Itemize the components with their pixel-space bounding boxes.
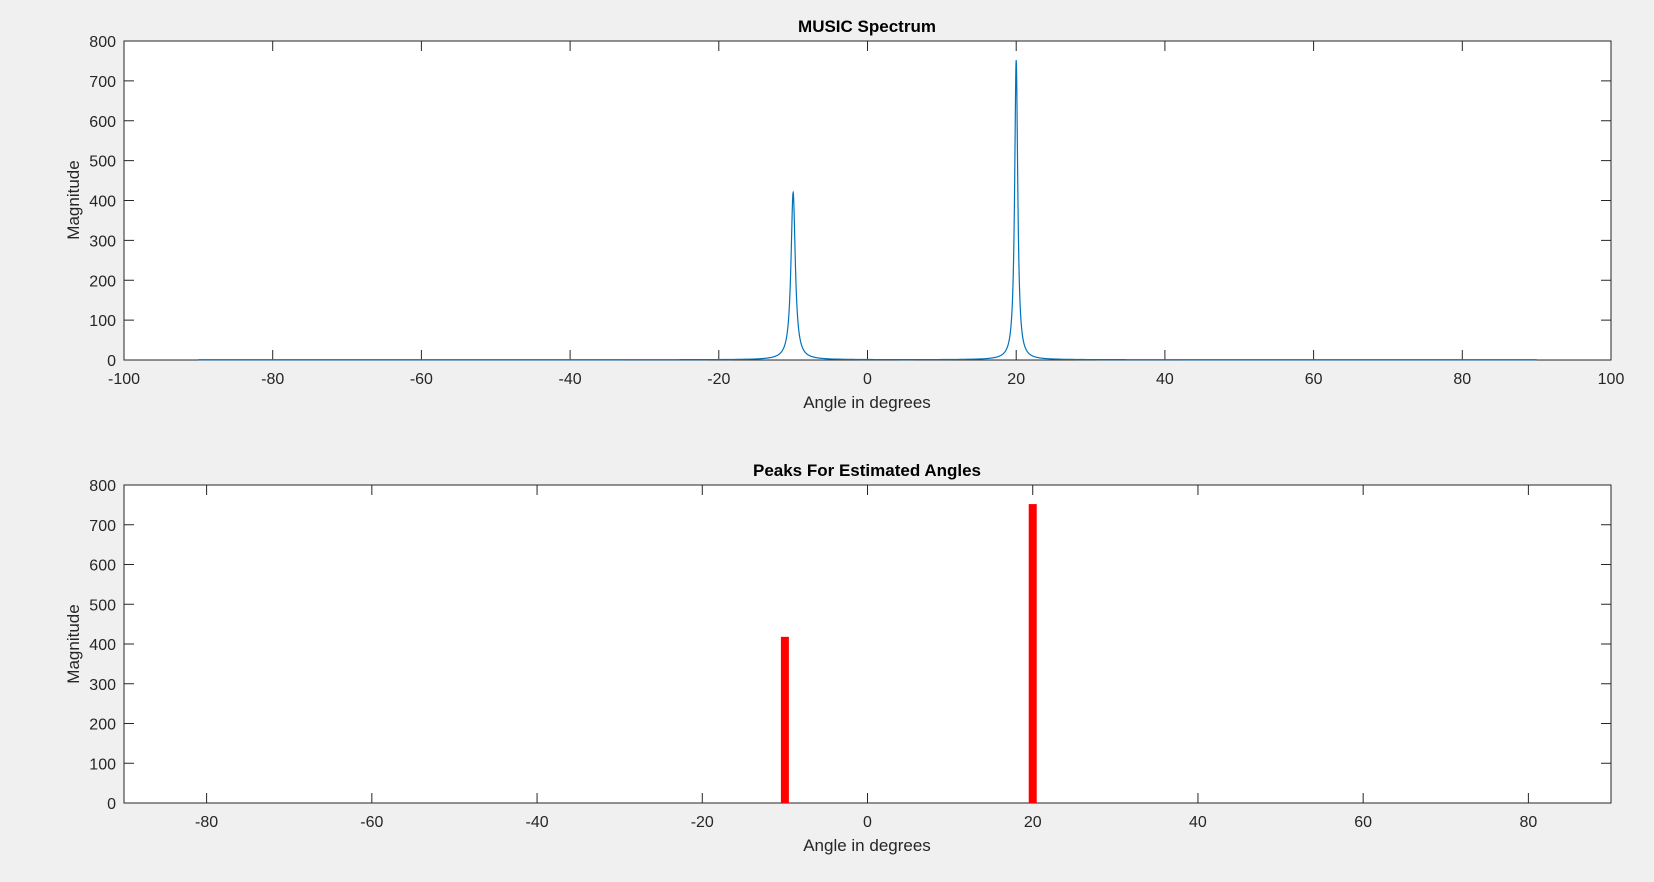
spectrum-x-tick-label: 20 [1007,371,1025,388]
spectrum-y-tick-label: 300 [89,233,116,250]
peaks-x-tick-label: 60 [1354,814,1372,831]
peaks-y-tick-label: 600 [89,558,116,575]
peaks-x-axis-label: Angle in degrees [803,836,931,855]
peaks-marks [780,504,1037,803]
spectrum-y-tick-label: 600 [89,114,116,131]
spectrum-x-tick-label: 60 [1305,371,1323,388]
spectrum-marks [198,60,1537,361]
peaks-x-ticks: -80 -60 -40 -20 0 20 40 60 80 [195,485,1537,831]
spectrum-y-tick-label: 500 [89,154,116,171]
spectrum-x-tick-label: -80 [261,371,284,388]
spectrum-x-tick-label: 0 [863,371,872,388]
spectrum-x-tick-label: 40 [1156,371,1174,388]
peaks-y-tick-label: 100 [89,756,116,773]
peaks-x-tick-label: -40 [525,814,548,831]
peaks-y-tick-label: 200 [89,717,116,734]
spectrum-x-tick-label: -40 [559,371,582,388]
spectrum-series-line [198,60,1537,361]
spectrum-y-axis-label: Magnitude [64,160,83,239]
spectrum-y-tick-label: 700 [89,74,116,91]
spectrum-title: MUSIC Spectrum [798,17,936,36]
spectrum-x-axis-label: Angle in degrees [803,393,931,412]
peaks-x-tick-label: 0 [863,814,872,831]
peaks-plot-area [123,484,1612,804]
spectrum-y-tick-label: 0 [107,353,116,370]
spectrum-y-tick-label: 400 [89,194,116,211]
spectrum-y-tick-label: 100 [89,313,116,330]
peaks-title: Peaks For Estimated Angles [753,461,981,480]
peaks-y-axis-label: Magnitude [64,604,83,683]
peaks-x-tick-label: -80 [195,814,218,831]
peaks-axes: Peaks For Estimated Angles Angle in degr… [64,461,1612,855]
spectrum-x-tick-label: -20 [707,371,730,388]
spectrum-axes: MUSIC Spectrum Angle in degrees Magnitud… [64,17,1624,412]
peaks-x-tick-label: 40 [1189,814,1207,831]
peaks-x-tick-label: -60 [360,814,383,831]
peak-bar [1028,504,1037,803]
peak-bar [780,636,789,803]
peaks-y-tick-label: 400 [89,637,116,654]
peaks-x-tick-label: 20 [1024,814,1042,831]
peaks-y-tick-label: 500 [89,597,116,614]
spectrum-x-tick-label: -60 [410,371,433,388]
spectrum-plot-area [123,40,1612,361]
peaks-x-tick-label: -20 [691,814,714,831]
spectrum-x-tick-label: 80 [1453,371,1471,388]
spectrum-x-tick-label: -100 [108,371,140,388]
peaks-y-tick-label: 700 [89,518,116,535]
peaks-x-tick-label: 80 [1519,814,1537,831]
spectrum-y-tick-label: 800 [89,34,116,51]
peaks-y-ticks: 0 100 200 300 400 500 600 700 800 [89,478,1611,813]
spectrum-y-ticks: 0 100 200 300 400 500 600 700 800 [89,34,1611,370]
spectrum-y-tick-label: 200 [89,273,116,290]
spectrum-x-ticks: -100 -80 -60 -40 -20 0 20 40 60 80 100 [108,41,1624,388]
peaks-y-tick-label: 800 [89,478,116,495]
peaks-y-tick-label: 0 [107,796,116,813]
spectrum-x-tick-label: 100 [1598,371,1625,388]
peaks-y-tick-label: 300 [89,677,116,694]
